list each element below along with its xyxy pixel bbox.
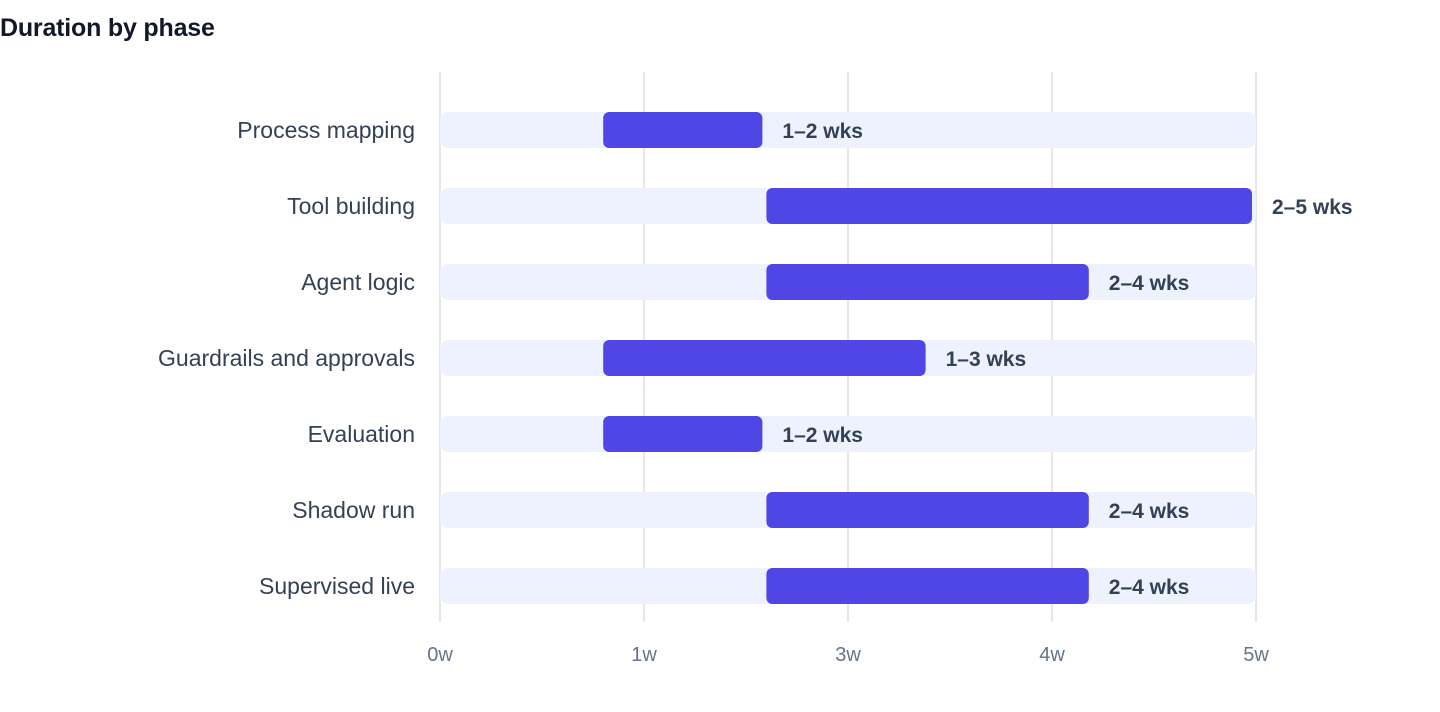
bar [766, 188, 1252, 224]
chart-title: Duration by phase [0, 14, 215, 42]
x-tick-label: 0w [427, 644, 453, 666]
category-label: Guardrails and approvals [158, 345, 415, 371]
category-label: Evaluation [308, 421, 415, 447]
bar-value-label: 1–2 wks [782, 424, 863, 447]
x-tick-label: 1w [631, 644, 657, 666]
bar-value-label: 1–3 wks [946, 348, 1027, 371]
bar-value-label: 2–4 wks [1109, 500, 1190, 523]
x-tick-label: 3w [835, 644, 861, 666]
bar-labels: 1–2 wks 2–5 wks 2–4 wks 1–3 wks 1–2 wks 2–4 w… [782, 120, 1352, 599]
bar-value-label: 2–5 wks [1272, 196, 1353, 219]
bar [603, 112, 763, 148]
x-tick-label: 4w [1039, 644, 1065, 666]
bars [603, 112, 1252, 604]
category-label: Process mapping [237, 117, 415, 143]
bar [603, 416, 763, 452]
category-label: Supervised live [259, 573, 415, 599]
bar [766, 568, 1089, 604]
x-tick-labels: 0w 1w 3w 4w 5w [427, 644, 1269, 666]
category-label: Tool building [287, 193, 415, 219]
bar [766, 264, 1089, 300]
x-tick-label: 5w [1243, 644, 1269, 666]
bar [766, 492, 1089, 528]
bar-value-label: 2–4 wks [1109, 576, 1190, 599]
category-label: Agent logic [301, 269, 415, 295]
bar-value-label: 2–4 wks [1109, 272, 1190, 295]
bar [603, 340, 926, 376]
category-label: Shadow run [292, 497, 415, 523]
category-labels: Process mapping Tool building Agent logic G… [158, 117, 415, 599]
bar-value-label: 1–2 wks [782, 120, 863, 143]
